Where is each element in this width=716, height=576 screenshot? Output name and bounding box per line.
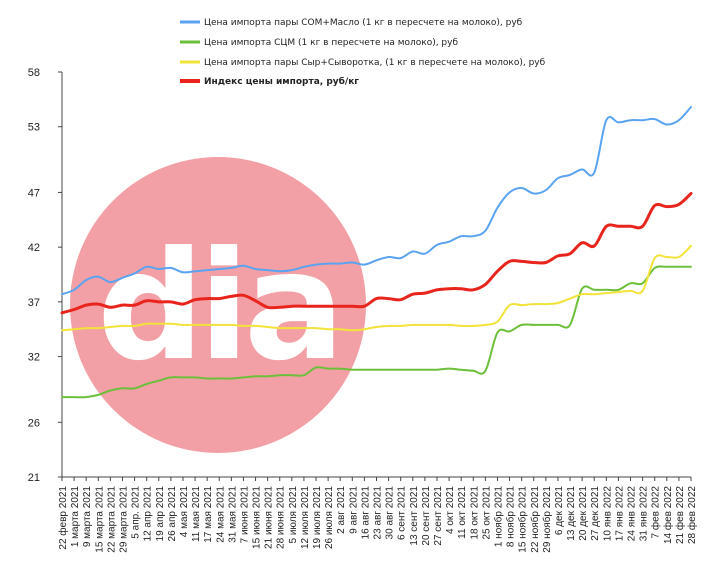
legend-label-cheese_whey: Цена импорта пары Сыр+Сыворотка, (1 кг в… (204, 58, 546, 68)
x-tick-label: 12 июля 2021 (300, 486, 311, 549)
x-tick-label: 28 июня 2021 (276, 486, 287, 549)
x-tick-label: 22 февр 2021 (57, 486, 69, 550)
x-tick-label: 1 ноябр 2021 (492, 486, 504, 548)
x-tick-label: 14 фев 2022 (662, 486, 674, 544)
x-tick-label: 13 дек 2021 (566, 486, 577, 541)
y-tick-label: 47 (28, 187, 40, 199)
y-axis-ticks: 21 26 32 37 42 47 53 58 (28, 67, 62, 484)
x-tick-label: 15 марта 2021 (94, 486, 105, 553)
y-tick-label: 37 (28, 297, 40, 309)
watermark-circle (70, 157, 366, 453)
x-tick-label: 5 апр. 2021 (131, 486, 142, 539)
x-tick-label: 4 окт 2021 (445, 486, 456, 534)
legend-label-scm: Цена импорта СЦМ (1 кг в пересчете на мо… (204, 38, 458, 48)
x-tick-label: 7 фев 2022 (650, 486, 662, 539)
x-tick-label: 21 фев 2022 (674, 486, 686, 544)
y-tick-label: 26 (28, 417, 40, 429)
x-tick-label: 26 июля 2021 (324, 486, 335, 549)
x-tick-label: 31 мая 2021 (227, 486, 238, 543)
series-line-cheese_whey (61, 245, 692, 332)
x-tick-label: 15 июня 2021 (252, 486, 263, 549)
legend-label-som_butter: Цена импорта пары СОМ+Масло (1 кг в пере… (204, 18, 523, 28)
x-tick-label: 12 апр 2021 (143, 486, 154, 542)
series-line-scm (61, 265, 692, 399)
y-tick-label: 53 (28, 122, 40, 134)
x-tick-label: 13 сент 2021 (409, 486, 420, 546)
y-tick-label: 42 (28, 242, 40, 254)
x-tick-label: 20 дек 2021 (578, 486, 589, 541)
x-tick-label: 11 мая 2021 (191, 486, 202, 542)
x-tick-label: 29 марта 2021 (118, 486, 129, 553)
x-tick-label: 22 марта 2021 (106, 486, 117, 553)
series-lines (60, 106, 693, 399)
x-tick-label: 9 авг 2021 (348, 486, 359, 534)
x-tick-label: 16 авг 2021 (360, 486, 371, 540)
x-tick-label: 21 июня 2021 (264, 486, 275, 549)
x-tick-label: 6 сент 2021 (397, 486, 408, 540)
y-tick-label: 21 (28, 472, 40, 484)
x-tick-label: 6 дек 2021 (554, 486, 565, 536)
series-line-index (60, 192, 693, 315)
x-tick-label: 22 ноябр 2021 (529, 486, 541, 553)
x-axis-ticks: 22 февр 2021 1 марта 2021 9 марта 2021 15 м… (57, 477, 698, 553)
series-line-som_butter (61, 106, 692, 296)
x-tick-label: 30 авг 2021 (385, 486, 396, 540)
x-tick-label: 17 мая 2021 (203, 486, 214, 543)
x-tick-label: 27 дек 2021 (590, 486, 601, 541)
x-tick-label: 20 сент 2021 (421, 486, 432, 546)
x-tick-label: 23 авг 2021 (373, 486, 384, 540)
x-tick-label: 5 июля 2021 (288, 486, 299, 544)
x-tick-label: 8 ноябр 2021 (505, 486, 517, 548)
x-tick-label: 1 марта 2021 (70, 486, 81, 548)
x-tick-label: 9 марта 2021 (82, 486, 93, 548)
x-tick-label: 19 апр 2021 (155, 486, 166, 542)
y-tick-label: 58 (28, 67, 40, 79)
x-tick-label: 28 фев 2022 (686, 486, 698, 544)
x-tick-label: 7 июня 2021 (239, 486, 250, 544)
x-tick-label: 26 апр 2021 (167, 486, 178, 542)
x-tick-label: 24 янв 2022 (627, 486, 638, 542)
x-tick-label: 18 окт 2021 (469, 486, 480, 540)
x-tick-label: 10 янв 2022 (602, 486, 613, 542)
x-tick-label: 17 янв 2022 (614, 486, 625, 542)
x-tick-label: 27 сент 2021 (433, 486, 444, 546)
y-tick-label: 32 (28, 352, 40, 364)
x-tick-label: 19 июля 2021 (312, 486, 323, 549)
x-tick-label: 4 мая 2021 (179, 486, 190, 538)
x-tick-label: 2 авг 2021 (336, 486, 347, 534)
x-tick-label: 29 ноябр 2021 (541, 486, 553, 553)
legend-label-index: Индекс цены импорта, руб/кг (204, 76, 359, 87)
x-tick-label: 25 окт 2021 (481, 486, 492, 540)
chart-legend: Цена импорта пары СОМ+Масло (1 кг в пере… (180, 18, 546, 87)
x-tick-label: 11 окт 2021 (457, 486, 468, 539)
x-tick-label: 15 ноябр 2021 (517, 486, 529, 553)
x-tick-label: 31 янв 2022 (639, 486, 650, 542)
x-tick-label: 24 мая 2021 (215, 486, 226, 543)
